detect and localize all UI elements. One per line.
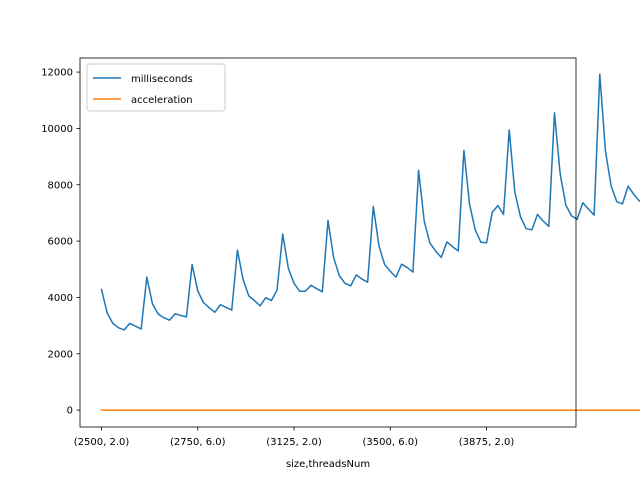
y-tick-label: 12000	[41, 68, 73, 79]
x-tick-label: (3875, 2.0)	[459, 437, 515, 448]
x-tick-label: (3500, 6.0)	[363, 437, 419, 448]
y-tick-label: 4000	[48, 293, 73, 304]
y-tick-label: 8000	[48, 180, 73, 191]
x-tick-label: (2500, 2.0)	[74, 437, 130, 448]
legend: milliseconds acceleration	[86, 63, 226, 112]
plot-frame	[79, 57, 577, 428]
legend-label-acceleration: acceleration	[131, 95, 193, 106]
x-tick-label: (3125, 2.0)	[266, 437, 322, 448]
x-tick-label: (2750, 6.0)	[170, 437, 226, 448]
x-axis: (2500, 2.0) (2750, 6.0) (3125, 2.0) (3500, …	[74, 427, 515, 448]
legend-label-milliseconds: milliseconds	[131, 74, 193, 85]
y-axis: 0 2000 4000 6000 8000 10000 12000	[41, 68, 80, 417]
y-tick-label: 0	[67, 406, 73, 417]
legend-box	[86, 63, 226, 112]
y-tick-label: 6000	[48, 237, 73, 248]
series-layer	[100, 73, 640, 411]
x-axis-label: size,threadsNum	[286, 459, 370, 470]
series-line-milliseconds	[100, 73, 640, 331]
y-tick-label: 2000	[48, 349, 73, 360]
y-tick-label: 10000	[41, 124, 73, 135]
